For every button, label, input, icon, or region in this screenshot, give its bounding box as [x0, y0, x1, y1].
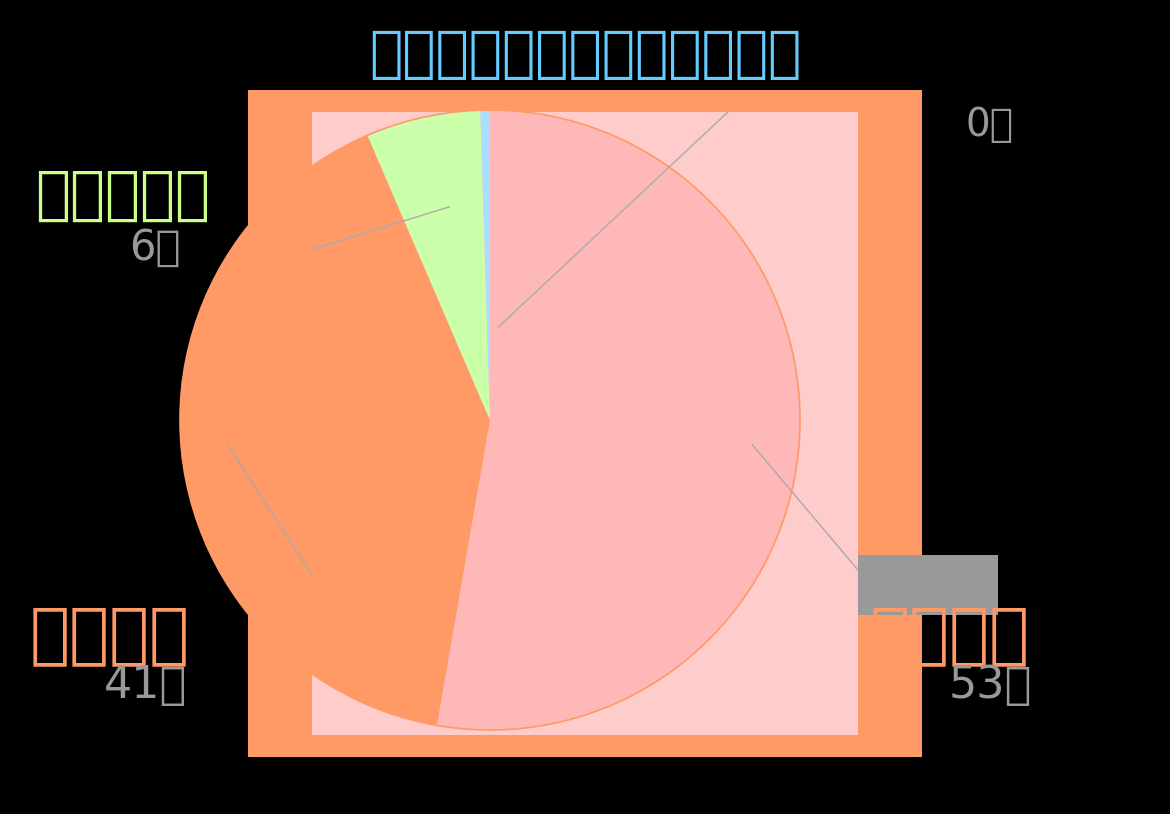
Bar [858, 90, 922, 757]
Bar [248, 90, 922, 112]
Text: 普通である: 普通である [35, 167, 209, 224]
Wedge shape [180, 135, 490, 725]
Text: 53％: 53％ [949, 663, 1032, 707]
Bar [248, 735, 922, 757]
Text: 0％: 0％ [966, 106, 1014, 144]
Bar [248, 90, 312, 757]
Wedge shape [436, 110, 800, 730]
Bar [858, 555, 998, 615]
Bar [248, 90, 922, 757]
Bar [248, 555, 388, 615]
Text: 大変満足: 大変満足 [870, 602, 1030, 668]
Text: 6％: 6％ [129, 227, 180, 269]
Text: やや満足: やや満足 [30, 602, 190, 668]
Wedge shape [367, 110, 490, 420]
Text: やや不満・大変不満・無回答: やや不満・大変不満・無回答 [369, 28, 801, 82]
Text: 41％: 41％ [103, 663, 187, 707]
Wedge shape [481, 110, 490, 420]
